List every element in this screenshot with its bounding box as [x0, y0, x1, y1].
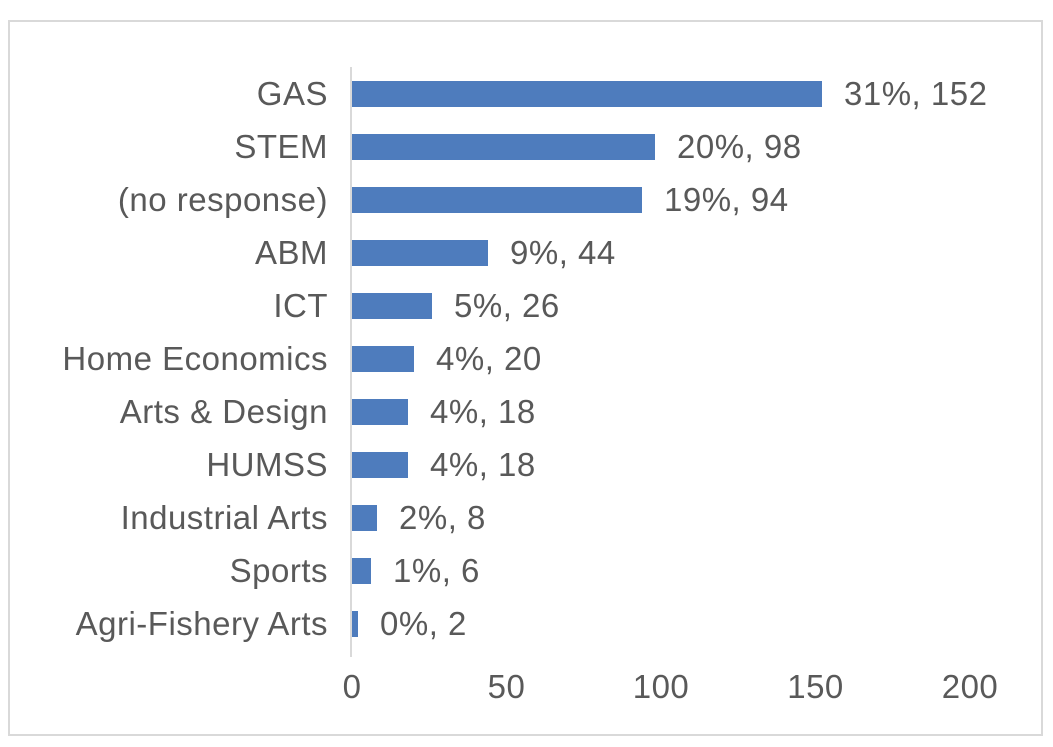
category-label: HUMSS	[206, 445, 328, 483]
value-label: 2%, 8	[399, 498, 486, 536]
bar	[352, 239, 488, 266]
value-label: 1%, 6	[393, 551, 480, 589]
bar-row: (no response) 19%, 94	[10, 173, 1041, 226]
bar-row: ABM 9%, 44	[10, 226, 1041, 279]
bar	[352, 345, 414, 372]
bar	[352, 451, 408, 478]
x-axis: 0 50 100 150 200	[10, 668, 1041, 712]
category-label: Agri-Fishery Arts	[75, 604, 328, 642]
x-axis-tick-label: 0	[342, 668, 362, 705]
value-label: 5%, 26	[454, 286, 560, 324]
bar-row: Industrial Arts 2%, 8	[10, 491, 1041, 544]
bar	[352, 504, 377, 531]
bar-row: HUMSS 4%, 18	[10, 438, 1041, 491]
bar	[352, 557, 371, 584]
bar	[352, 133, 655, 160]
value-label: 4%, 20	[436, 339, 542, 377]
category-label: Industrial Arts	[120, 498, 328, 536]
x-axis-tick-label: 150	[787, 668, 844, 705]
bar	[352, 398, 408, 425]
bar-row: Home Economics 4%, 20	[10, 332, 1041, 385]
value-label: 0%, 2	[380, 604, 467, 642]
plot-area: GAS 31%, 152 STEM 20%, 98 (no response) 19%, …	[10, 67, 1041, 650]
category-label: Home Economics	[62, 339, 328, 377]
category-label: ICT	[273, 286, 328, 324]
category-label: (no response)	[117, 180, 328, 218]
bar-row: ICT 5%, 26	[10, 279, 1041, 332]
x-axis-tick-label: 50	[487, 668, 526, 705]
bar-row: Sports 1%, 6	[10, 544, 1041, 597]
category-label: GAS	[256, 74, 328, 112]
bar-row: STEM 20%, 98	[10, 120, 1041, 173]
value-label: 4%, 18	[430, 392, 536, 430]
bar	[352, 610, 358, 637]
value-label: 4%, 18	[430, 445, 536, 483]
category-label: STEM	[234, 127, 328, 165]
value-label: 20%, 98	[677, 127, 802, 165]
x-axis-tick-label: 200	[941, 668, 999, 705]
category-label: Arts & Design	[119, 392, 328, 430]
chart-frame: GAS 31%, 152 STEM 20%, 98 (no response) 19%, …	[8, 20, 1043, 736]
bar	[352, 186, 642, 213]
bar	[352, 292, 432, 319]
bar-row: Arts & Design 4%, 18	[10, 385, 1041, 438]
value-label: 31%, 152	[844, 74, 988, 112]
category-label: ABM	[254, 233, 328, 271]
value-label: 9%, 44	[510, 233, 616, 271]
category-label: Sports	[229, 551, 328, 589]
bar	[352, 80, 822, 107]
y-axis-line	[350, 67, 352, 657]
bar-row: Agri-Fishery Arts 0%, 2	[10, 597, 1041, 650]
bar-row: GAS 31%, 152	[10, 67, 1041, 120]
x-axis-tick-label: 100	[632, 668, 690, 705]
value-label: 19%, 94	[664, 180, 789, 218]
